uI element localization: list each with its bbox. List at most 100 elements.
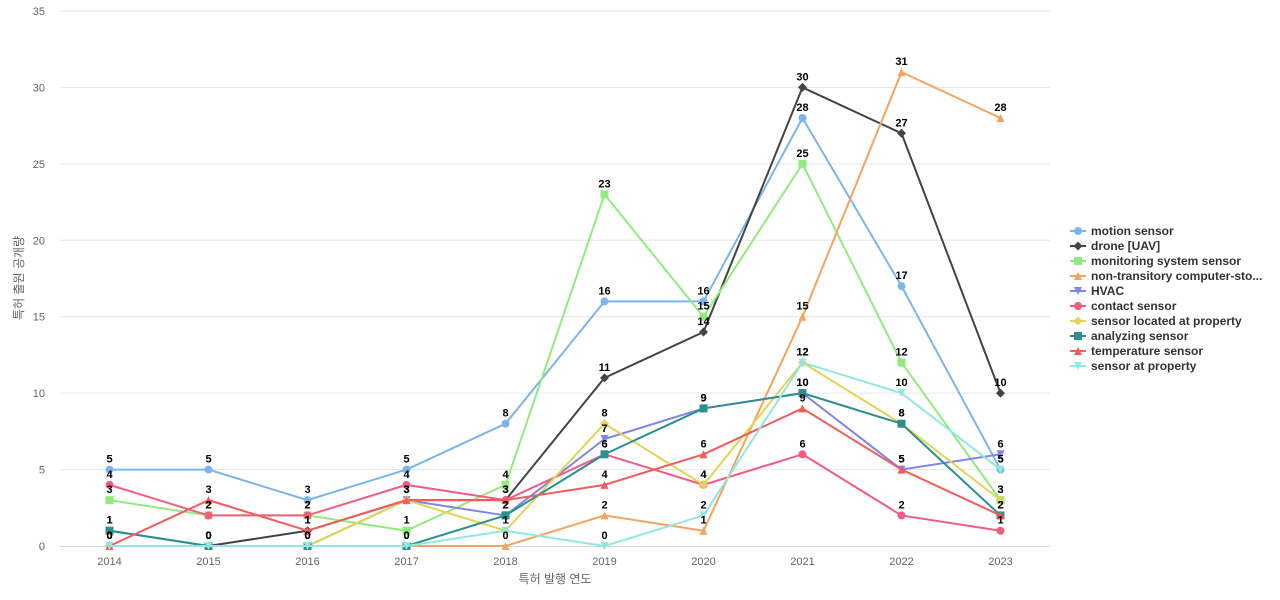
- data-label: 1: [304, 515, 310, 527]
- data-label: 5: [403, 454, 409, 466]
- data-point[interactable]: [105, 496, 114, 505]
- data-point[interactable]: [600, 542, 609, 550]
- data-point[interactable]: [897, 128, 906, 138]
- data-point[interactable]: [600, 190, 609, 199]
- data-point[interactable]: [501, 526, 510, 535]
- data-point[interactable]: [402, 480, 411, 489]
- data-label: 12: [796, 347, 808, 359]
- data-point[interactable]: [600, 373, 609, 383]
- data-point[interactable]: [303, 511, 312, 520]
- data-point[interactable]: [996, 450, 1005, 459]
- data-point[interactable]: [996, 495, 1005, 505]
- data-point[interactable]: [897, 465, 906, 474]
- data-label: 0: [205, 530, 211, 542]
- data-point[interactable]: [699, 450, 708, 459]
- x-tick-label: 2015: [196, 556, 220, 568]
- data-point[interactable]: [996, 526, 1005, 535]
- data-label: 2: [997, 499, 1003, 511]
- legend-label: monitoring system sensor: [1091, 254, 1241, 268]
- data-point[interactable]: [105, 542, 114, 550]
- data-point[interactable]: [402, 542, 411, 550]
- data-point[interactable]: [897, 419, 906, 428]
- data-point[interactable]: [798, 404, 807, 413]
- data-point[interactable]: [105, 465, 114, 474]
- data-point[interactable]: [798, 450, 807, 459]
- legend-marker: [1074, 227, 1082, 235]
- data-point[interactable]: [501, 496, 510, 505]
- data-point[interactable]: [798, 114, 807, 122]
- data-label: 10: [796, 377, 808, 389]
- data-point[interactable]: [600, 480, 609, 489]
- data-point[interactable]: [996, 388, 1005, 398]
- data-point[interactable]: [105, 526, 114, 535]
- data-point[interactable]: [699, 404, 708, 413]
- data-label: 2: [700, 499, 706, 511]
- data-point[interactable]: [501, 419, 510, 428]
- data-point[interactable]: [105, 480, 114, 489]
- data-label: 7: [601, 423, 607, 435]
- x-axis-title: 특허 발행 연도: [519, 571, 592, 586]
- legend-item[interactable]: HVAC: [1070, 284, 1124, 298]
- data-label: 6: [799, 438, 805, 450]
- data-point[interactable]: [798, 159, 807, 168]
- data-point[interactable]: [600, 419, 609, 429]
- data-point[interactable]: [204, 511, 213, 520]
- data-point[interactable]: [600, 450, 609, 459]
- data-point[interactable]: [897, 68, 906, 77]
- data-point[interactable]: [600, 511, 609, 520]
- data-point[interactable]: [303, 542, 312, 550]
- data-point[interactable]: [699, 526, 708, 535]
- data-point[interactable]: [303, 496, 312, 505]
- data-point[interactable]: [798, 82, 807, 92]
- data-point[interactable]: [699, 327, 708, 337]
- data-point[interactable]: [897, 282, 906, 291]
- data-point[interactable]: [303, 526, 312, 535]
- data-point[interactable]: [204, 465, 213, 474]
- data-point[interactable]: [996, 511, 1005, 520]
- legend-label: temperature sensor: [1091, 344, 1203, 358]
- data-label: 3: [205, 484, 211, 496]
- series-6: [105, 358, 1005, 551]
- data-point[interactable]: [699, 511, 708, 520]
- data-label: 15: [796, 301, 808, 313]
- legend-item[interactable]: temperature sensor: [1070, 344, 1203, 358]
- data-point[interactable]: [897, 358, 906, 367]
- data-point[interactable]: [699, 312, 708, 321]
- data-label: 0: [205, 530, 211, 542]
- legend-item[interactable]: monitoring system sensor: [1070, 254, 1241, 268]
- data-label: 0: [403, 530, 409, 542]
- data-label: 0: [205, 530, 211, 542]
- data-point[interactable]: [996, 465, 1005, 474]
- data-point[interactable]: [204, 496, 213, 505]
- data-point[interactable]: [402, 465, 411, 474]
- data-point[interactable]: [798, 389, 807, 398]
- data-label: 25: [796, 148, 808, 160]
- data-point[interactable]: [996, 114, 1005, 122]
- data-point[interactable]: [402, 526, 411, 535]
- data-point[interactable]: [501, 511, 510, 520]
- data-point[interactable]: [402, 496, 411, 505]
- legend-item[interactable]: analyzing sensor: [1070, 329, 1189, 343]
- data-point[interactable]: [600, 297, 609, 306]
- data-label: 2: [205, 499, 211, 511]
- data-point[interactable]: [897, 511, 906, 520]
- data-point[interactable]: [600, 435, 609, 443]
- legend-item[interactable]: drone [UAV]: [1070, 239, 1160, 253]
- legend-item[interactable]: sensor located at property: [1070, 314, 1242, 328]
- data-label: 8: [898, 408, 904, 420]
- legend-item[interactable]: non-transitory computer-sto...: [1070, 269, 1262, 283]
- data-point[interactable]: [204, 542, 213, 550]
- y-tick-label: 15: [33, 312, 45, 324]
- legend-item[interactable]: contact sensor: [1070, 299, 1177, 313]
- data-point[interactable]: [699, 480, 708, 490]
- legend-item[interactable]: motion sensor: [1070, 224, 1174, 238]
- data-point[interactable]: [798, 358, 807, 367]
- data-point[interactable]: [798, 312, 807, 321]
- data-point[interactable]: [501, 542, 510, 550]
- data-point[interactable]: [897, 389, 906, 398]
- data-point[interactable]: [699, 297, 708, 306]
- data-point[interactable]: [501, 480, 510, 489]
- y-tick-label: 35: [33, 6, 45, 18]
- legend-item[interactable]: sensor at property: [1070, 359, 1197, 373]
- y-tick-label: 0: [39, 541, 45, 553]
